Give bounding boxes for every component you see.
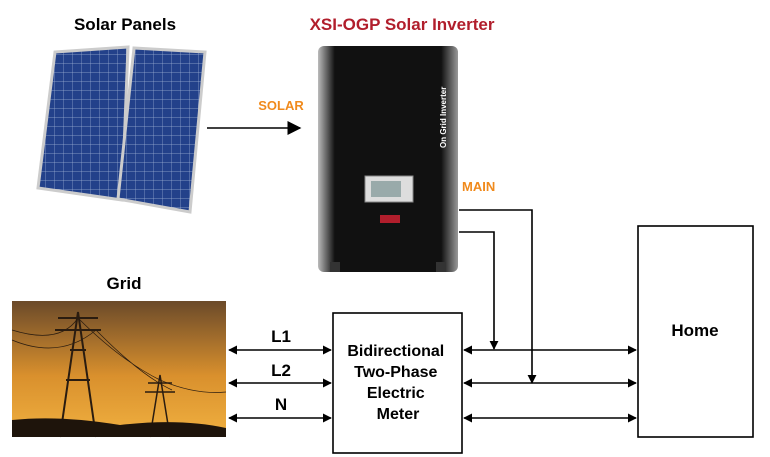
inverter [318,46,458,272]
inverter-title: XSI-OGP Solar Inverter [310,15,495,34]
diagram: Solar Panels XSI-OGP Solar Inverter SOLA… [0,0,770,457]
grid-label: Grid [107,274,142,293]
main-wire-2 [459,232,494,349]
panels-label: Solar Panels [74,15,176,34]
wire-label: L2 [271,361,291,380]
grid-photo [12,301,226,437]
meter-line: Meter [377,406,420,423]
page: Solar Panels XSI-OGP Solar Inverter SOLA… [0,0,770,457]
meter-line: Two-Phase [354,364,437,381]
wire-label: N [275,395,287,414]
wire-label: L1 [271,327,291,346]
meter-box [333,313,462,453]
inverter-side-label: On Grid Inverter [439,87,448,148]
meter-line: Electric [367,385,425,402]
solar-label: SOLAR [258,98,304,113]
main-wire-1 [459,210,532,383]
home-label: Home [671,321,718,340]
solar-panels [38,47,205,212]
meter-line: Bidirectional [347,343,444,360]
main-label: MAIN [462,179,495,194]
